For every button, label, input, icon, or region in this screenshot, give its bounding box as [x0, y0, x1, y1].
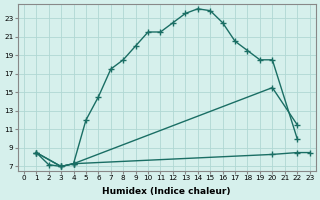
X-axis label: Humidex (Indice chaleur): Humidex (Indice chaleur): [102, 187, 231, 196]
